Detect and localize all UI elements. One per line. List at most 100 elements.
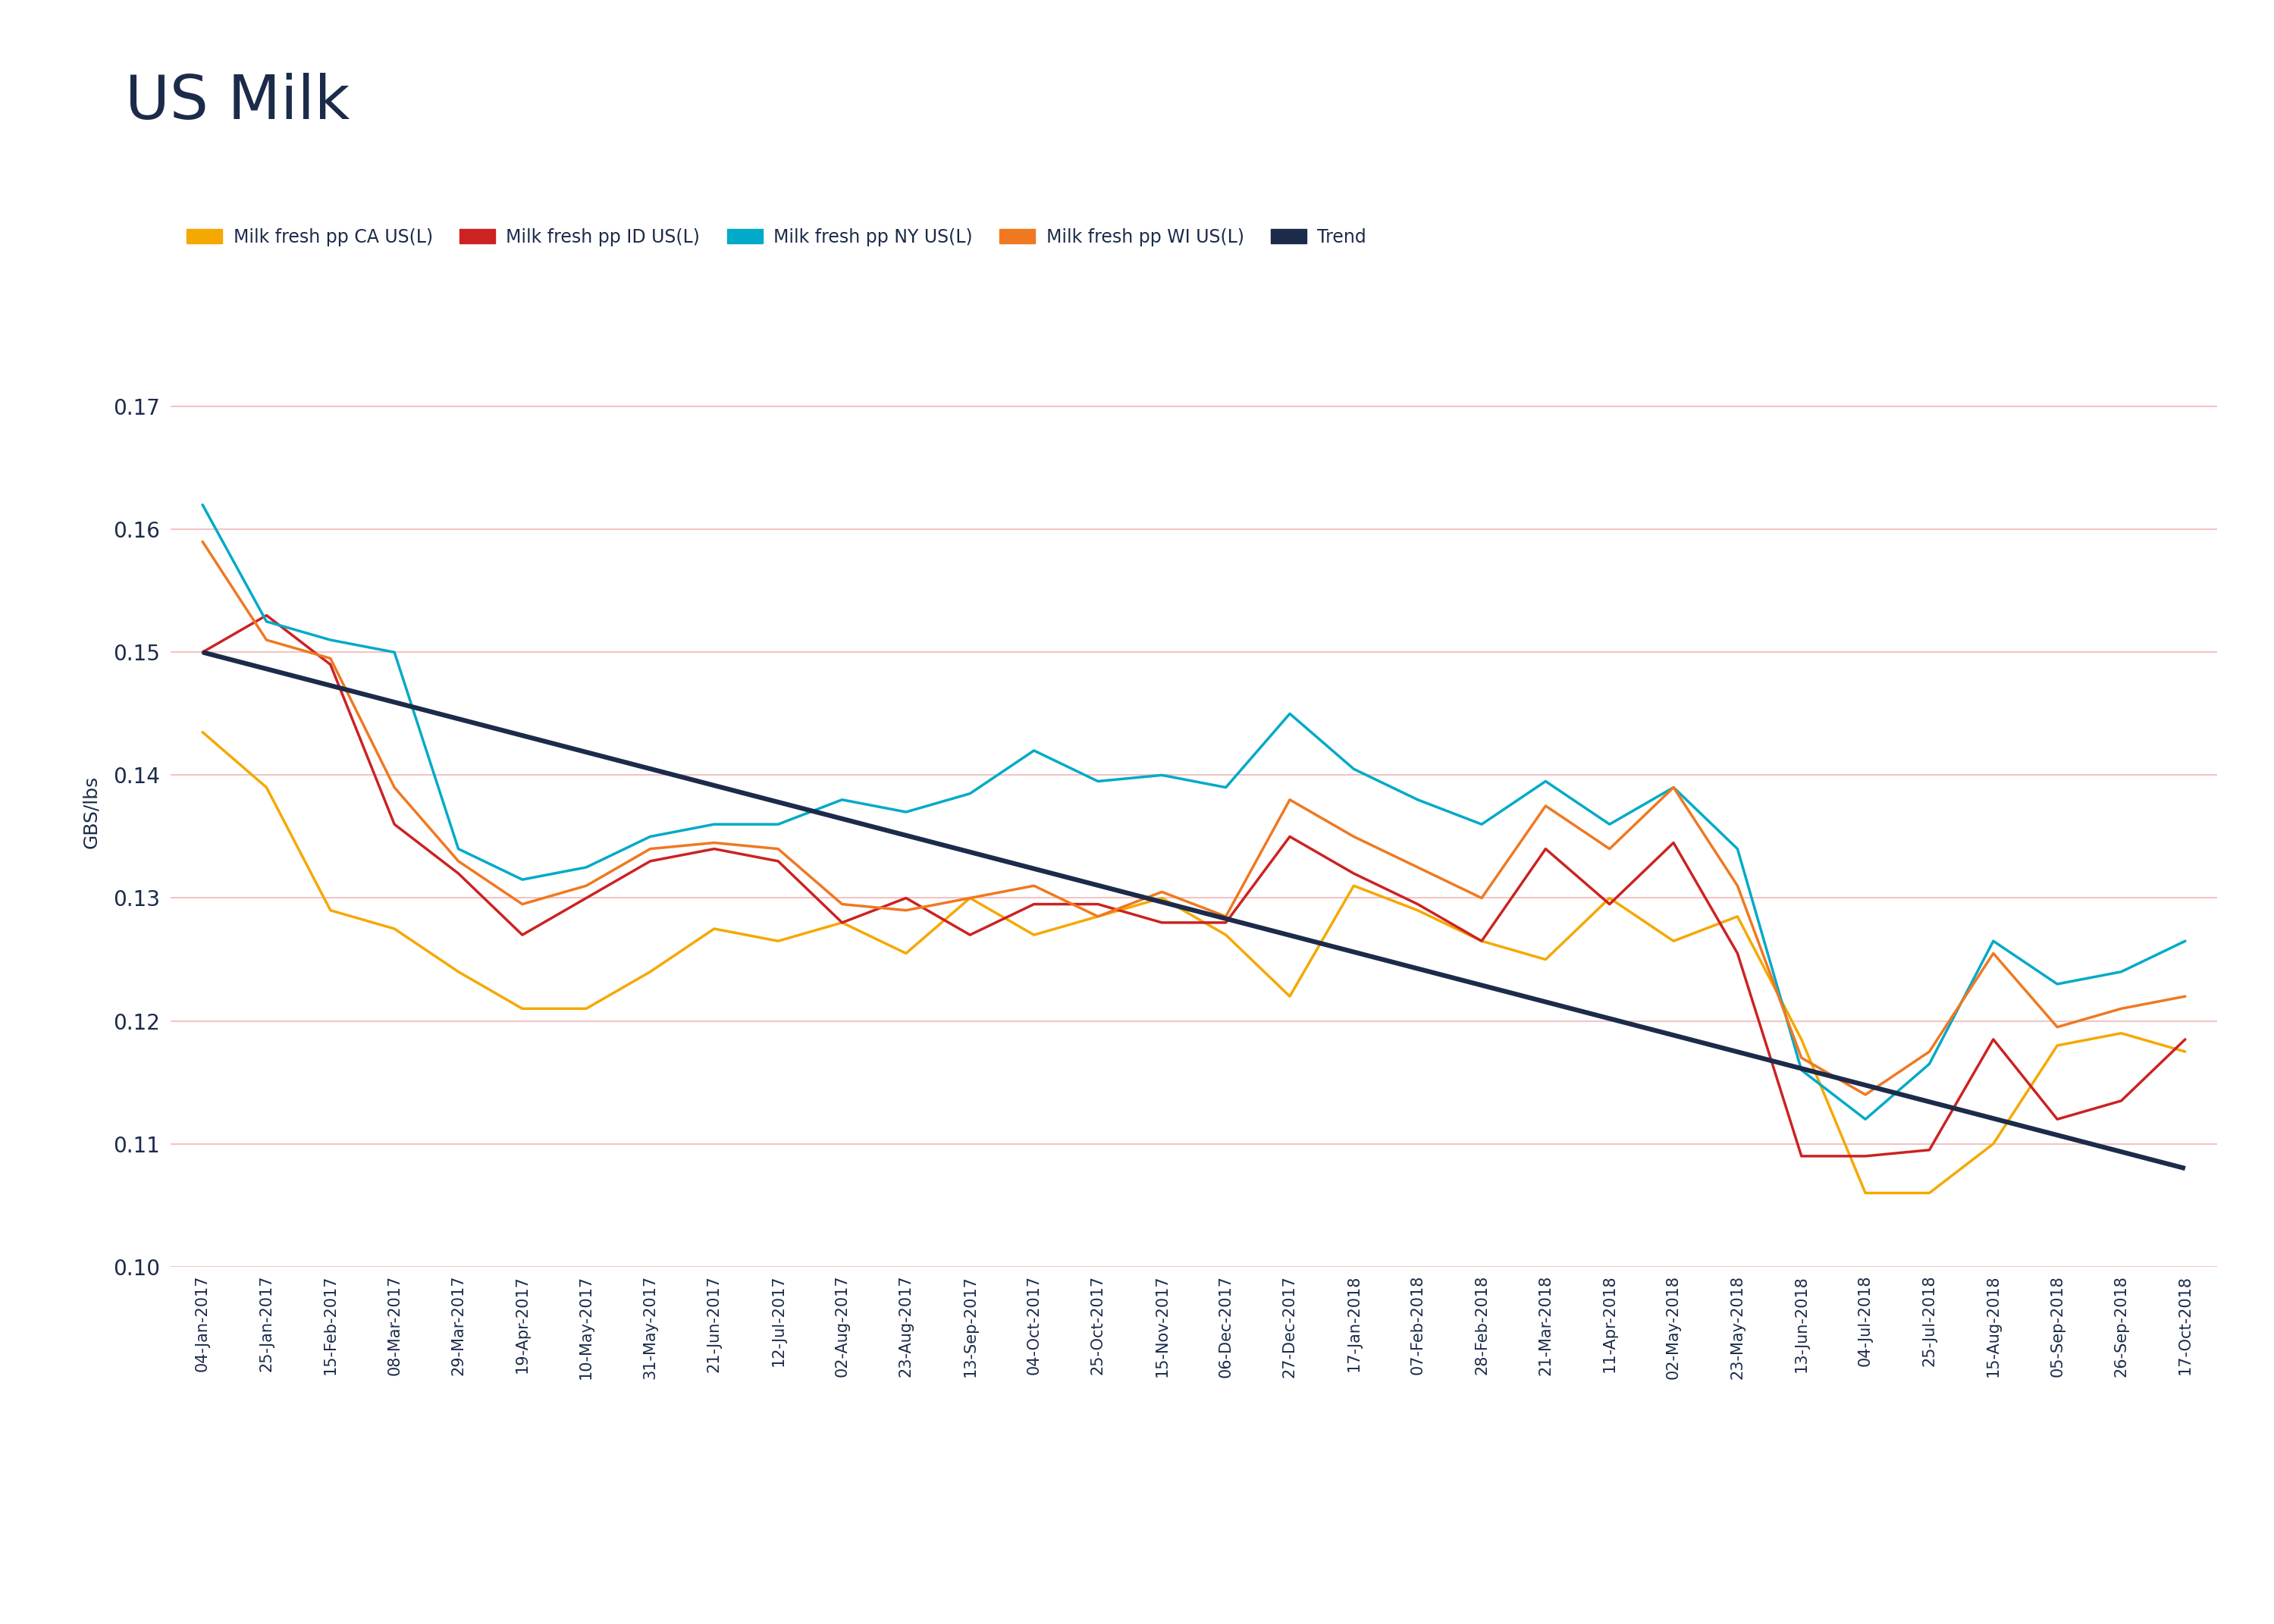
Trend xyxy=(1596,1009,1624,1028)
Trend xyxy=(764,793,791,812)
Trend xyxy=(1085,875,1112,895)
Milk fresh pp NY US(L) xyxy=(637,827,664,846)
Milk fresh pp ID US(L) xyxy=(1021,895,1048,914)
Milk fresh pp NY US(L) xyxy=(1851,1109,1878,1129)
Trend xyxy=(1021,859,1048,879)
Milk fresh pp ID US(L) xyxy=(1981,1030,2008,1049)
Milk fresh pp CA US(L) xyxy=(2044,1036,2072,1056)
Milk fresh pp NY US(L) xyxy=(316,630,343,650)
Trend xyxy=(573,742,600,762)
Milk fresh pp CA US(L) xyxy=(1787,1030,1815,1049)
Milk fresh pp NY US(L) xyxy=(1085,771,1112,791)
Milk fresh pp CA US(L) xyxy=(764,931,791,950)
Milk fresh pp NY US(L) xyxy=(1021,741,1048,760)
Milk fresh pp NY US(L) xyxy=(1981,931,2008,950)
Trend xyxy=(891,825,919,844)
Milk fresh pp NY US(L) xyxy=(1724,840,1751,859)
Trend xyxy=(828,809,855,828)
Milk fresh pp WI US(L) xyxy=(2044,1017,2072,1036)
Milk fresh pp ID US(L) xyxy=(1724,944,1751,963)
Milk fresh pp WI US(L) xyxy=(891,901,919,921)
Milk fresh pp CA US(L) xyxy=(446,961,473,981)
Milk fresh pp CA US(L) xyxy=(509,999,537,1018)
Milk fresh pp ID US(L) xyxy=(573,888,600,908)
Milk fresh pp WI US(L) xyxy=(1339,827,1367,846)
Milk fresh pp CA US(L) xyxy=(1596,888,1624,908)
Milk fresh pp ID US(L) xyxy=(1085,895,1112,914)
Milk fresh pp WI US(L) xyxy=(1085,906,1112,926)
Milk fresh pp WI US(L) xyxy=(637,840,664,859)
Trend xyxy=(2044,1125,2072,1145)
Trend xyxy=(380,692,407,711)
Milk fresh pp NY US(L) xyxy=(700,815,728,835)
Milk fresh pp ID US(L) xyxy=(1148,913,1176,932)
Milk fresh pp NY US(L) xyxy=(1596,815,1624,835)
Milk fresh pp WI US(L) xyxy=(189,533,216,552)
Milk fresh pp WI US(L) xyxy=(1787,1047,1815,1067)
Trend xyxy=(1787,1059,1815,1078)
Trend xyxy=(509,726,537,745)
Milk fresh pp WI US(L) xyxy=(252,630,280,650)
Milk fresh pp CA US(L) xyxy=(828,913,855,932)
Milk fresh pp CA US(L) xyxy=(316,901,343,921)
Line: Milk fresh pp NY US(L): Milk fresh pp NY US(L) xyxy=(202,505,2185,1119)
Milk fresh pp WI US(L) xyxy=(2108,999,2135,1018)
Milk fresh pp ID US(L) xyxy=(1403,895,1430,914)
Trend xyxy=(1851,1075,1878,1095)
Milk fresh pp NY US(L) xyxy=(1212,778,1239,797)
Milk fresh pp ID US(L) xyxy=(700,840,728,859)
Milk fresh pp CA US(L) xyxy=(1403,901,1430,921)
Milk fresh pp NY US(L) xyxy=(891,802,919,822)
Milk fresh pp NY US(L) xyxy=(2172,931,2199,950)
Line: Milk fresh pp ID US(L): Milk fresh pp ID US(L) xyxy=(202,615,2185,1156)
Milk fresh pp CA US(L) xyxy=(1085,906,1112,926)
Trend xyxy=(1533,992,1560,1012)
Milk fresh pp ID US(L) xyxy=(189,643,216,663)
Trend xyxy=(1339,942,1367,961)
Trend xyxy=(1212,909,1239,929)
Milk fresh pp ID US(L) xyxy=(1276,827,1303,846)
Milk fresh pp NY US(L) xyxy=(1469,815,1496,835)
Milk fresh pp CA US(L) xyxy=(189,723,216,742)
Milk fresh pp CA US(L) xyxy=(573,999,600,1018)
Milk fresh pp NY US(L) xyxy=(189,495,216,515)
Milk fresh pp ID US(L) xyxy=(252,606,280,625)
Milk fresh pp CA US(L) xyxy=(2172,1043,2199,1062)
Milk fresh pp CA US(L) xyxy=(1469,931,1496,950)
Milk fresh pp ID US(L) xyxy=(1915,1140,1942,1160)
Line: Milk fresh pp WI US(L): Milk fresh pp WI US(L) xyxy=(202,542,2185,1095)
Text: US Milk: US Milk xyxy=(125,73,350,132)
Milk fresh pp CA US(L) xyxy=(1021,926,1048,945)
Milk fresh pp NY US(L) xyxy=(1339,760,1367,780)
Milk fresh pp ID US(L) xyxy=(1339,864,1367,883)
Trend xyxy=(700,776,728,796)
Milk fresh pp WI US(L) xyxy=(380,778,407,797)
Milk fresh pp WI US(L) xyxy=(1851,1085,1878,1104)
Milk fresh pp WI US(L) xyxy=(1724,875,1751,895)
Milk fresh pp WI US(L) xyxy=(2172,987,2199,1007)
Milk fresh pp NY US(L) xyxy=(509,870,537,890)
Milk fresh pp CA US(L) xyxy=(1851,1184,1878,1203)
Milk fresh pp ID US(L) xyxy=(2172,1030,2199,1049)
Milk fresh pp NY US(L) xyxy=(446,840,473,859)
Milk fresh pp ID US(L) xyxy=(891,888,919,908)
Milk fresh pp ID US(L) xyxy=(316,654,343,674)
Milk fresh pp ID US(L) xyxy=(1596,895,1624,914)
Milk fresh pp CA US(L) xyxy=(700,919,728,939)
Milk fresh pp WI US(L) xyxy=(700,833,728,853)
Milk fresh pp NY US(L) xyxy=(1533,771,1560,791)
Milk fresh pp CA US(L) xyxy=(1660,931,1687,950)
Milk fresh pp WI US(L) xyxy=(1660,778,1687,797)
Milk fresh pp ID US(L) xyxy=(1660,833,1687,853)
Milk fresh pp WI US(L) xyxy=(1533,796,1560,815)
Trend xyxy=(1660,1025,1687,1044)
Milk fresh pp CA US(L) xyxy=(2108,1023,2135,1043)
Milk fresh pp WI US(L) xyxy=(957,888,985,908)
Milk fresh pp WI US(L) xyxy=(1981,944,2008,963)
Milk fresh pp NY US(L) xyxy=(2108,961,2135,981)
Trend xyxy=(252,659,280,679)
Milk fresh pp CA US(L) xyxy=(1212,926,1239,945)
Milk fresh pp CA US(L) xyxy=(1915,1184,1942,1203)
Milk fresh pp CA US(L) xyxy=(1724,906,1751,926)
Milk fresh pp ID US(L) xyxy=(764,851,791,870)
